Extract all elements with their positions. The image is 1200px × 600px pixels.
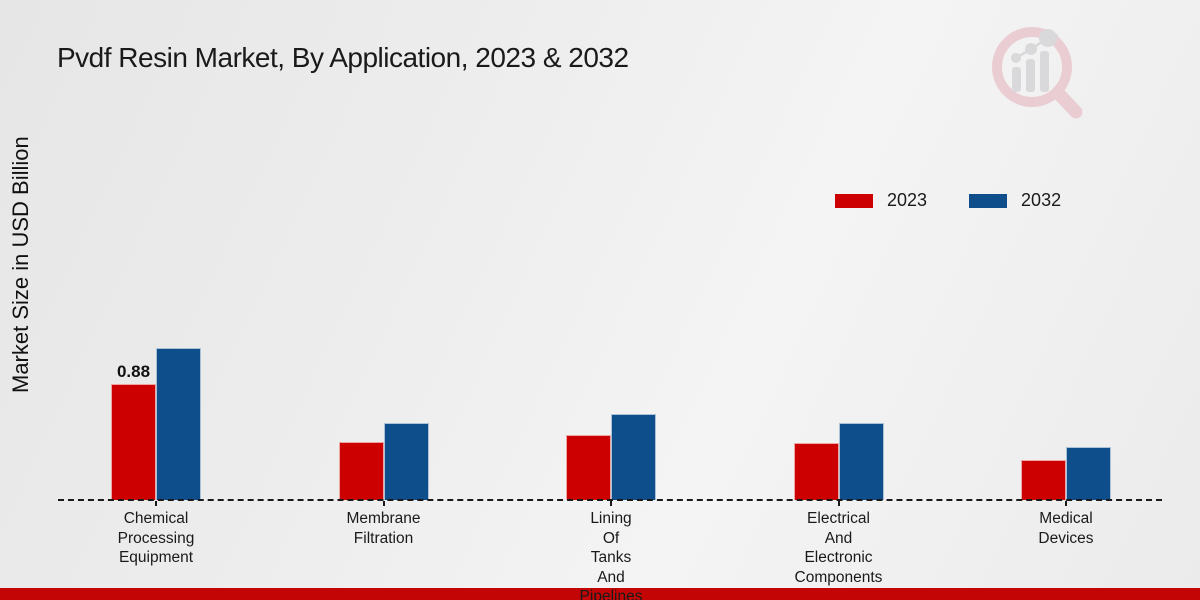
magnifier-bar-chart-logo-icon: [992, 27, 1083, 119]
footer-band: [0, 588, 1200, 600]
legend-label-2023: 2023: [887, 190, 928, 210]
x-axis-tick: [1065, 501, 1067, 506]
x-axis-tick: [382, 501, 385, 506]
legend-swatch-2032: [969, 193, 1008, 208]
legend-item-2032: 2032: [969, 190, 1061, 211]
bar-2032-1: [383, 423, 429, 500]
bar-2023-0: [111, 384, 156, 500]
legend: 2023 2032: [835, 190, 1061, 211]
legend-label-2032: 2032: [1021, 190, 1062, 210]
x-axis-tick: [155, 501, 157, 506]
bar-2032-2: [611, 414, 656, 500]
bar-2023-4: [1021, 460, 1066, 500]
x-axis-tick: [837, 501, 840, 506]
category-label-3: Electrical And Electronic Components: [794, 510, 883, 586]
bar-value-label: 0.88: [116, 362, 151, 381]
category-label-0: Chemical Processing Equipment: [117, 510, 195, 566]
bar-2032-3: [838, 423, 884, 500]
legend-item-2023: 2023: [835, 190, 927, 211]
legend-swatch-2023: [835, 193, 873, 208]
bar-2023-2: [566, 435, 611, 500]
bar-2023-1: [338, 442, 384, 500]
category-label-1: Membrane Filtration: [346, 510, 421, 547]
category-label-2: Lining Of Tanks And Pipelines: [579, 510, 643, 600]
bar-2032-4: [1066, 447, 1111, 500]
chart-title: Pvdf Resin Market, By Application, 2023 …: [57, 42, 629, 73]
x-axis-tick: [610, 501, 612, 506]
bar-2023-3: [793, 443, 839, 500]
bar-2032-0: [156, 348, 201, 500]
x-axis-baseline: [58, 499, 1162, 501]
category-label-4: Medical Devices: [1038, 510, 1094, 547]
